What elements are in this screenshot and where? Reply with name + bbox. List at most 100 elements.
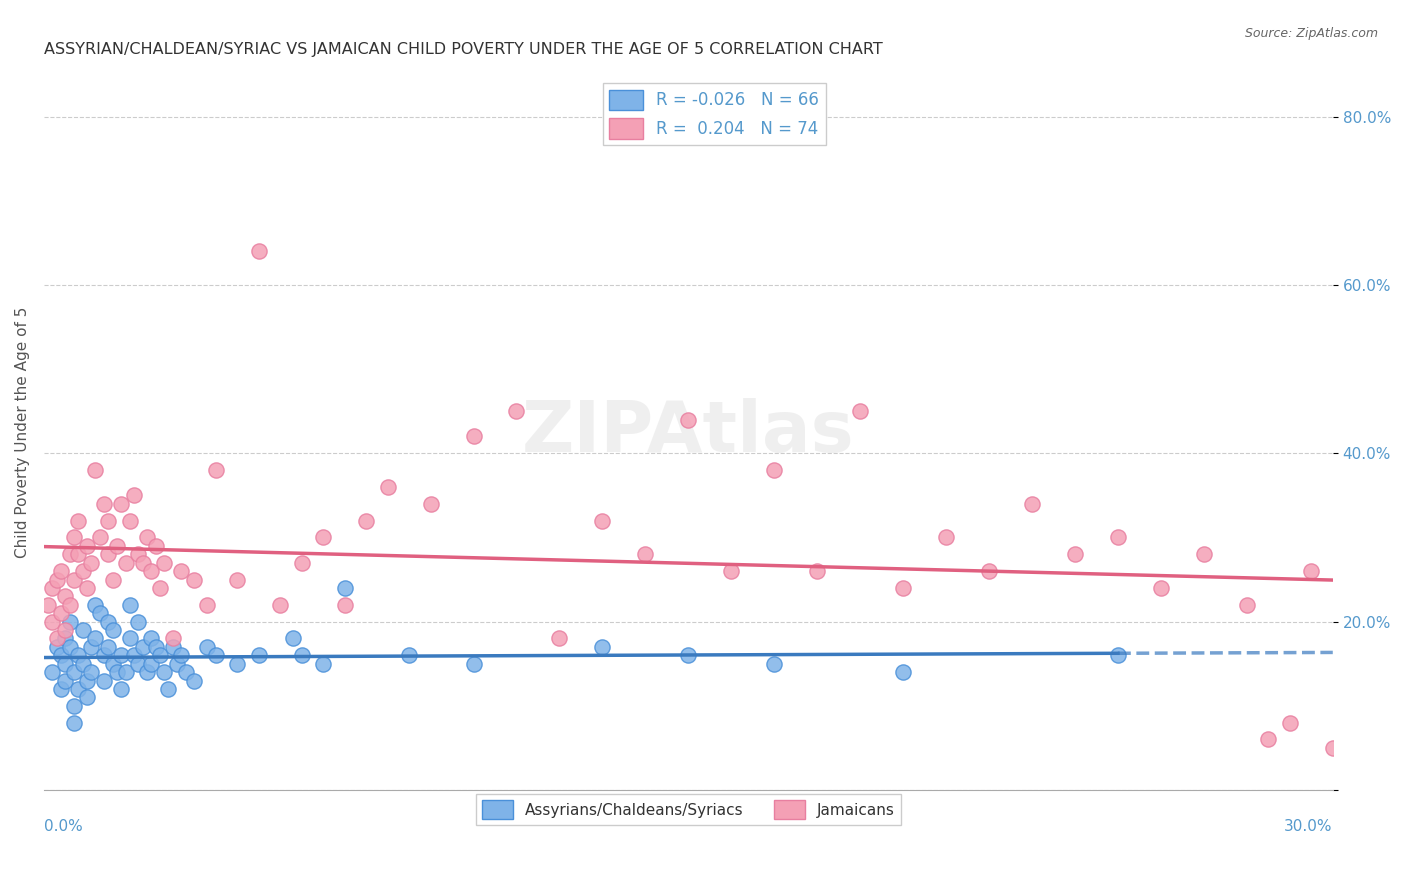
Point — [41, 581, 63, 595]
Point — [463, 429, 485, 443]
Point — [170, 648, 193, 663]
Point — [37, 598, 59, 612]
Point — [183, 673, 205, 688]
Point — [136, 665, 159, 679]
Point — [678, 412, 700, 426]
Point — [127, 657, 149, 671]
Point — [204, 463, 226, 477]
Text: ASSYRIAN/CHALDEAN/SYRIAC VS JAMAICAN CHILD POVERTY UNDER THE AGE OF 5 CORRELATIO: ASSYRIAN/CHALDEAN/SYRIAC VS JAMAICAN CHI… — [44, 42, 883, 57]
Point — [89, 531, 111, 545]
Point — [849, 404, 872, 418]
Point — [110, 497, 132, 511]
Point — [76, 539, 98, 553]
Point — [127, 615, 149, 629]
Point — [333, 581, 356, 595]
Point — [80, 665, 103, 679]
Point — [45, 573, 67, 587]
Point — [101, 623, 124, 637]
Point — [118, 514, 141, 528]
Point — [97, 514, 120, 528]
Point — [41, 665, 63, 679]
Point — [763, 657, 786, 671]
Point — [45, 632, 67, 646]
Point — [312, 657, 335, 671]
Text: ZIPAtlas: ZIPAtlas — [522, 398, 855, 467]
Point — [131, 640, 153, 654]
Point — [53, 623, 76, 637]
Point — [72, 623, 94, 637]
Point — [763, 463, 786, 477]
Point — [80, 640, 103, 654]
Point — [84, 598, 107, 612]
Point — [291, 648, 314, 663]
Y-axis label: Child Poverty Under the Age of 5: Child Poverty Under the Age of 5 — [15, 307, 30, 558]
Point — [67, 547, 90, 561]
Point — [59, 615, 82, 629]
Point — [195, 640, 218, 654]
Point — [101, 573, 124, 587]
Point — [153, 556, 176, 570]
Point — [53, 657, 76, 671]
Point — [63, 531, 86, 545]
Point — [49, 648, 72, 663]
Point — [891, 581, 914, 595]
Point — [76, 690, 98, 705]
Point — [59, 640, 82, 654]
Point — [1064, 547, 1087, 561]
Point — [67, 514, 90, 528]
Point — [634, 547, 657, 561]
Point — [131, 556, 153, 570]
Point — [63, 715, 86, 730]
Point — [49, 606, 72, 620]
Point — [41, 615, 63, 629]
Point — [806, 564, 828, 578]
Point — [84, 632, 107, 646]
Point — [76, 673, 98, 688]
Point — [935, 531, 957, 545]
Point — [127, 547, 149, 561]
Point — [548, 632, 571, 646]
Point — [114, 665, 136, 679]
Point — [1322, 740, 1344, 755]
Point — [247, 244, 270, 259]
Point — [891, 665, 914, 679]
Point — [1150, 581, 1173, 595]
Point — [93, 497, 115, 511]
Point — [162, 632, 184, 646]
Point — [84, 463, 107, 477]
Point — [67, 681, 90, 696]
Point — [312, 531, 335, 545]
Point — [141, 632, 163, 646]
Point — [145, 539, 167, 553]
Point — [63, 573, 86, 587]
Point — [149, 581, 172, 595]
Point — [76, 581, 98, 595]
Point — [118, 632, 141, 646]
Point — [398, 648, 420, 663]
Point — [291, 556, 314, 570]
Point — [269, 598, 291, 612]
Point — [591, 514, 613, 528]
Point — [505, 404, 527, 418]
Point — [93, 673, 115, 688]
Point — [157, 681, 180, 696]
Point — [105, 665, 128, 679]
Point — [63, 665, 86, 679]
Point — [419, 497, 441, 511]
Point — [45, 640, 67, 654]
Point — [97, 615, 120, 629]
Point — [49, 681, 72, 696]
Point — [591, 640, 613, 654]
Point — [49, 564, 72, 578]
Point — [354, 514, 377, 528]
Point — [63, 698, 86, 713]
Text: 30.0%: 30.0% — [1284, 819, 1333, 833]
Point — [141, 657, 163, 671]
Point — [114, 556, 136, 570]
Point — [110, 648, 132, 663]
Point — [977, 564, 1000, 578]
Point — [145, 640, 167, 654]
Point — [678, 648, 700, 663]
Point — [53, 673, 76, 688]
Point — [136, 531, 159, 545]
